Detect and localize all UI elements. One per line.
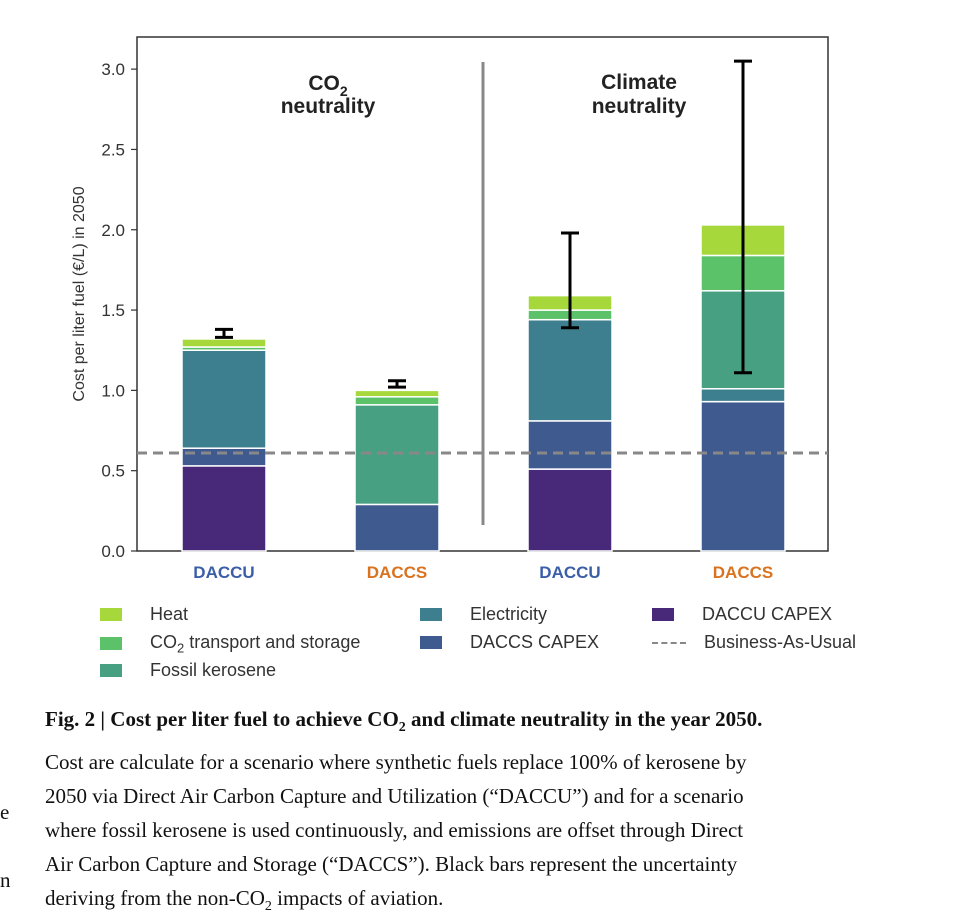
bar-segment-daccs-capex: [700, 400, 786, 552]
bar-segment-daccs-capex: [181, 447, 267, 467]
legend-swatch: [420, 636, 442, 649]
panel-title-climate: Climate: [601, 71, 677, 94]
caption-line: where fossil kerosene is used continuous…: [45, 818, 744, 843]
bar-chart: 0.0 0.5 1.0 1.5 2.0 2.5 3.0 Cost per liter fue…: [71, 36, 829, 582]
bar-segment-co2-transport-and-storage: [354, 396, 440, 406]
y-tick-label: 3.0: [101, 60, 125, 79]
legend-label: CO2 transport and storage: [150, 632, 361, 656]
legend-swatch: [420, 608, 442, 621]
bar-segment-daccu-capex: [527, 468, 613, 552]
x-tick-label: DACCU: [539, 563, 600, 582]
bar-segment-fossil-kerosene: [354, 404, 440, 506]
caption-line: Air Carbon Capture and Storage (“DACCS”)…: [45, 852, 738, 877]
caption-title: Fig. 2 | Cost per liter fuel to achieve …: [45, 707, 763, 736]
legend-item-daccu-capex: DACCU CAPEX: [652, 604, 832, 625]
y-tick-label: 0.5: [101, 462, 125, 481]
error-bar: [215, 327, 233, 339]
legend-swatch: [100, 608, 122, 621]
y-tick-label: 1.5: [101, 301, 125, 320]
legend-item-electricity: Electricity: [420, 604, 547, 625]
legend-label: DACCU CAPEX: [702, 604, 833, 624]
legend-item-co2-transport: CO2 transport and storage: [100, 632, 360, 656]
legend-swatch: [100, 664, 122, 677]
error-bars: [215, 59, 752, 389]
legend-swatch: [652, 608, 674, 621]
x-tick-label: DACCU: [193, 563, 254, 582]
y-tick-label: 2.5: [101, 140, 125, 159]
x-tick-label: DACCS: [713, 563, 773, 582]
legend-item-daccs-capex: DACCS CAPEX: [420, 632, 599, 653]
caption-line: 2050 via Direct Air Carbon Capture and U…: [45, 784, 744, 809]
legend-item-heat: Heat: [100, 604, 188, 625]
figure-caption: Fig. 2 | Cost per liter fuel to achieve …: [45, 702, 925, 924]
legend-label: DACCS CAPEX: [470, 632, 600, 652]
legend-label: Heat: [150, 604, 189, 624]
panel-title-co2-line2: neutrality: [281, 95, 376, 118]
panel-title-climate-line2: neutrality: [592, 95, 687, 118]
legend-item-fossil-kerosene: Fossil kerosene: [100, 660, 276, 681]
panel-title-co2: CO2: [308, 72, 348, 99]
caption-line: deriving from the non-CO2 impacts of avi…: [45, 886, 444, 915]
margin-fragment: n: [0, 868, 11, 892]
caption-line: Cost are calculate for a scenario where …: [45, 750, 747, 775]
bars: [181, 224, 786, 552]
plot-frame: [136, 36, 829, 552]
bar-segment-daccu-capex: [181, 465, 267, 552]
legend-item-bau: Business-As-Usual: [652, 632, 856, 653]
bar-segment-heat: [354, 389, 440, 398]
x-tick-labels: DACCU DACCS DACCU DACCS: [193, 563, 773, 582]
error-bar: [734, 59, 752, 375]
bar-segment-electricity: [700, 388, 786, 403]
bar-segment-daccs-capex: [527, 420, 613, 470]
x-tick-label: DACCS: [367, 563, 427, 582]
legend-label: Business-As-Usual: [704, 632, 857, 652]
y-axis: 0.0 0.5 1.0 1.5 2.0 2.5 3.0: [101, 60, 137, 561]
bar-segment-heat: [181, 338, 267, 348]
y-tick-label: 1.0: [101, 381, 125, 400]
bar-segment-daccs-capex: [354, 503, 440, 552]
error-bar: [388, 379, 406, 389]
legend-label: Fossil kerosene: [150, 660, 277, 680]
legend-label: Electricity: [470, 604, 548, 624]
legend-dash: [652, 641, 686, 644]
y-tick-label: 2.0: [101, 221, 125, 240]
legend-swatch: [100, 637, 122, 651]
error-bar: [561, 231, 579, 330]
y-tick-label: 0.0: [101, 542, 125, 561]
y-axis-label: Cost per liter fuel (€/L) in 2050: [71, 186, 88, 401]
margin-fragment: e: [0, 800, 10, 824]
bar-segment-electricity: [181, 349, 267, 449]
bar-segment-electricity: [527, 318, 613, 422]
